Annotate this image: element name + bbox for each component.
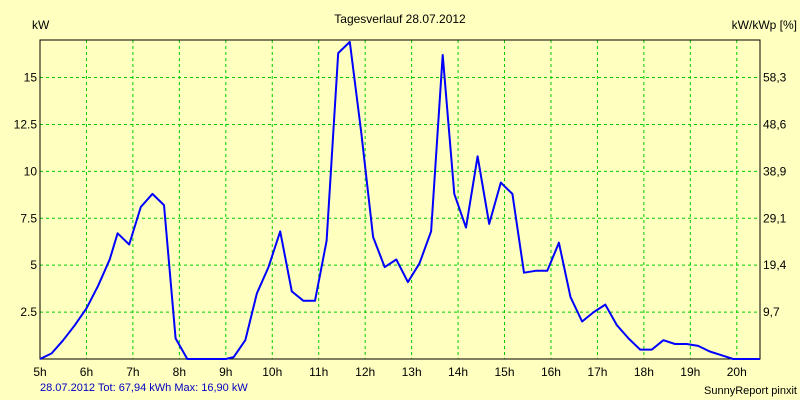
plot-area (40, 40, 760, 359)
y-tick-label-right: 9,7 (763, 305, 780, 319)
y-tick-label-left: 7.5 (20, 211, 37, 225)
footer-summary: 28.07.2012 Tot: 67,94 kWh Max: 16,90 kW (40, 382, 248, 394)
x-tick-label: 17h (587, 365, 607, 379)
y-tick-label-left: 2.5 (20, 305, 37, 319)
y-tick-label-left: 5 (30, 258, 37, 272)
x-tick-label: 13h (402, 365, 422, 379)
x-tick-label: 18h (634, 365, 654, 379)
x-tick-label: 7h (126, 365, 139, 379)
y-tick-label-left: 15 (24, 71, 38, 85)
x-tick-label: 19h (680, 365, 700, 379)
x-tick-label: 15h (495, 365, 515, 379)
x-tick-label: 12h (355, 365, 375, 379)
power-series-line (39, 40, 760, 360)
x-tick-label: 11h (309, 365, 328, 379)
y-tick-label-left: 10 (24, 164, 38, 178)
series-layer (39, 40, 760, 360)
y-tick-label-right: 19,4 (763, 258, 787, 272)
y-tick-label-right: 48,6 (763, 117, 787, 131)
y-tick-label-left: 12.5 (14, 117, 38, 131)
x-tick-label: 6h (80, 365, 93, 379)
y-axis-left-label: kW (32, 18, 50, 32)
y-axis-right-label: kW/kWp [%] (732, 18, 797, 32)
x-tick-label: 10h (262, 365, 282, 379)
y-tick-label-right: 58,3 (763, 71, 787, 85)
tick-labels: 5h 6h 7h 8h 9h 10h 11h 12h 13h 14h 15h 16h 17h 18h 19h… (14, 71, 787, 379)
y-tick-label-right: 38,9 (763, 164, 787, 178)
x-tick-label: 16h (541, 365, 561, 379)
footer-credit: SunnyReport pinxit (704, 385, 797, 397)
x-tick-label: 9h (219, 365, 232, 379)
plot-border (39, 39, 761, 360)
x-tick-label: 8h (173, 365, 186, 379)
x-tick-label: 5h (33, 365, 46, 379)
grid-lines (40, 40, 760, 359)
chart-title: Tagesverlauf 28.07.2012 (334, 12, 466, 26)
x-tick-label: 14h (448, 365, 468, 379)
y-tick-label-right: 29,1 (763, 211, 787, 225)
x-tick-label: 20h (727, 365, 747, 379)
